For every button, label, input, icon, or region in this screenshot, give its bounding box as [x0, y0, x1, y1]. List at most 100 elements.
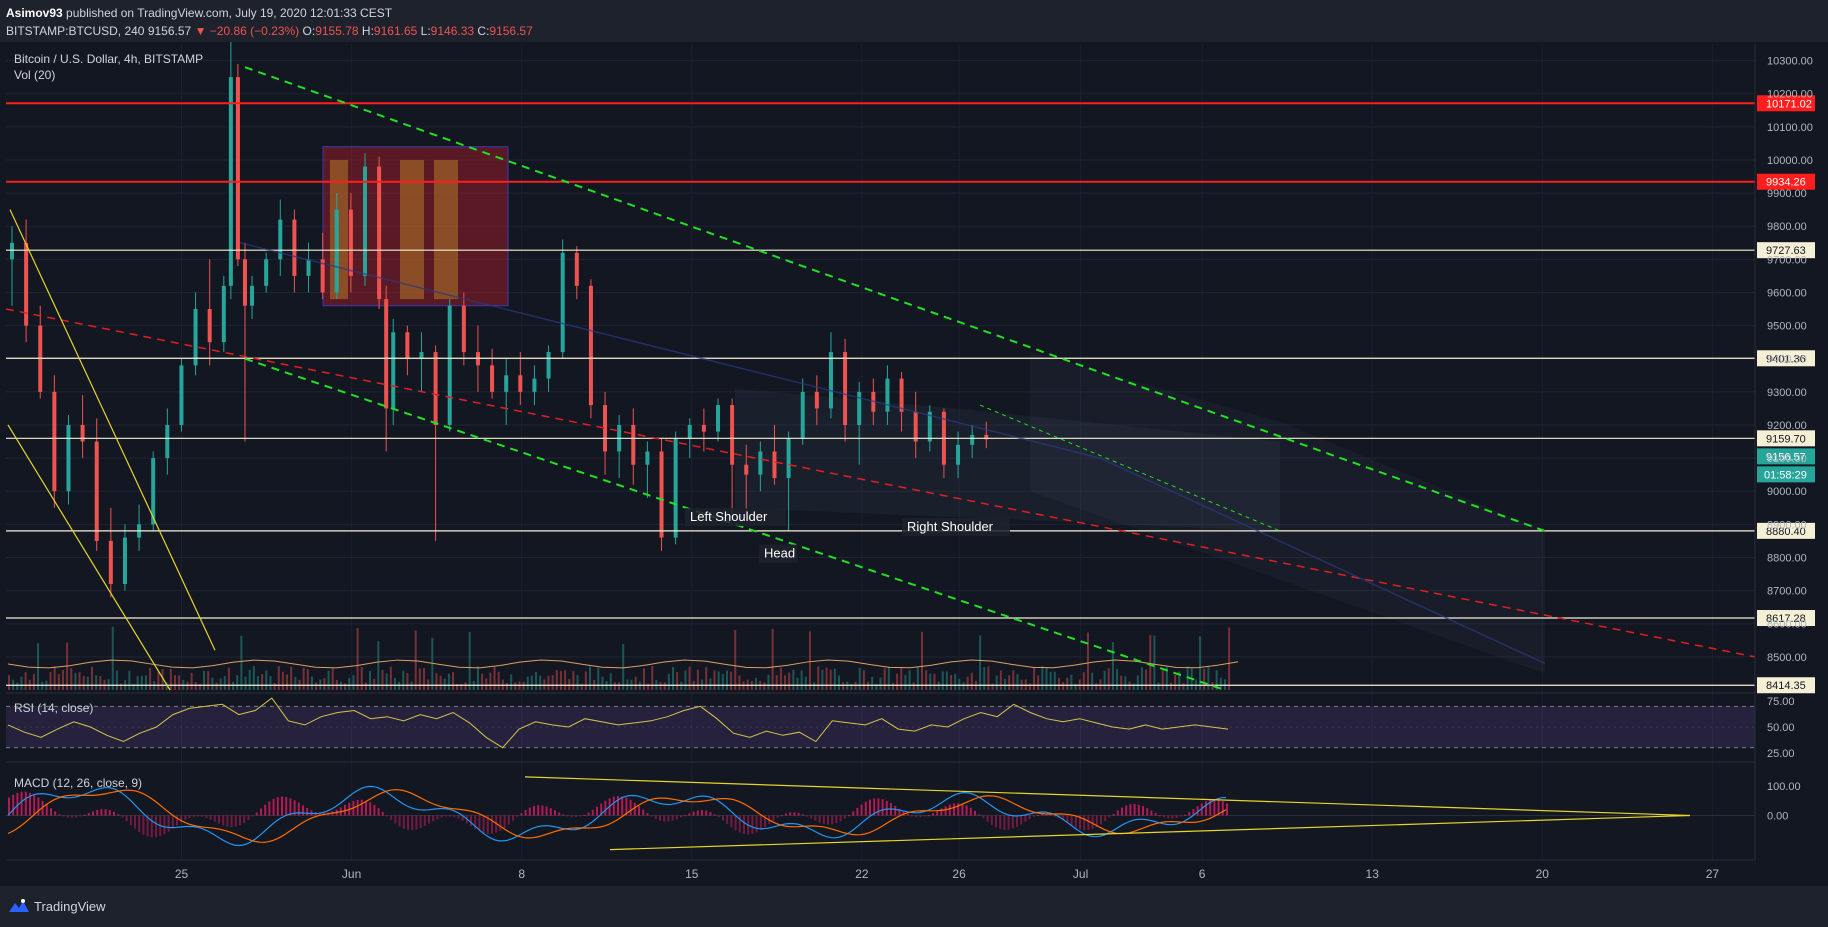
- macd-histogram-bar: [1133, 804, 1136, 816]
- time-axis-label: 15: [685, 867, 699, 881]
- volume-bar: [240, 635, 243, 690]
- time-axis-label: Jul: [1073, 867, 1088, 881]
- candle-body: [334, 209, 339, 293]
- volume-bar: [174, 675, 176, 690]
- macd-histogram-bar: [675, 815, 678, 820]
- candle-body: [857, 391, 862, 425]
- macd-histogram-bar: [428, 815, 430, 824]
- macd-histogram-bar: [730, 815, 733, 828]
- macd-histogram-bar: [717, 815, 720, 818]
- chart-svg[interactable]: 10171.029934.269727.639401.369159.708880…: [0, 27, 1828, 886]
- candle-body: [108, 540, 113, 584]
- volume-bar: [659, 681, 662, 690]
- macd-histogram-bar: [201, 815, 204, 817]
- volume-bar: [921, 631, 923, 690]
- volume-bar: [908, 670, 911, 690]
- volume-bar: [925, 670, 928, 690]
- tradingview-logo-icon[interactable]: [8, 898, 30, 914]
- candle-body: [320, 259, 325, 293]
- macd-histogram-bar: [386, 815, 388, 817]
- macd-histogram-bar: [974, 810, 976, 816]
- macd-histogram-bar: [738, 815, 741, 833]
- time-axis-label: 13: [1366, 867, 1380, 881]
- macd-histogram-bar: [285, 796, 288, 816]
- macd-histogram-bar: [638, 805, 640, 816]
- candle-body: [659, 451, 664, 538]
- macd-histogram-bar: [1041, 813, 1044, 816]
- macd-histogram-bar: [360, 799, 363, 816]
- macd-histogram-bar: [596, 806, 598, 816]
- macd-histogram-bar: [402, 815, 405, 829]
- macd-pane[interactable]: [6, 761, 1755, 851]
- volume-bar: [647, 683, 650, 690]
- volume-bar: [966, 676, 969, 690]
- volume-bar: [584, 671, 587, 690]
- macd-histogram-bar: [759, 815, 762, 831]
- macd-histogram-bar: [1150, 810, 1153, 816]
- close-value: 9156.57: [489, 24, 533, 38]
- candle-body: [588, 285, 593, 406]
- axes[interactable]: 10300.0010200.0010100.0010000.009900.009…: [6, 44, 1828, 881]
- macd-histogram-bar: [839, 815, 842, 822]
- rsi-axis-label: 25.00: [1767, 748, 1795, 760]
- horizontal-levels[interactable]: 10171.02 9934.26 9727.63 9401.36 9159.70 8880…: [6, 95, 1815, 694]
- macd-histogram-bar: [822, 815, 825, 824]
- macd-histogram-bar: [41, 800, 44, 816]
- chart-area[interactable]: 10171.02 9934.26 9727.63 9401.36 9159.70 8880…: [0, 27, 1828, 886]
- volume-bar: [398, 681, 401, 690]
- volume-label: Vol (20): [14, 68, 55, 82]
- price-axis-label: 9300.00: [1767, 387, 1807, 399]
- volume-bar: [20, 676, 23, 690]
- macd-histogram-bar: [297, 802, 300, 816]
- volume-ma-line: [7, 659, 1239, 669]
- macd-histogram-bar: [978, 814, 981, 816]
- macd-histogram-bar: [549, 808, 552, 816]
- volume-bar: [1016, 674, 1019, 690]
- macd-histogram-bar: [684, 815, 687, 817]
- rsi-pane[interactable]: [6, 692, 1755, 749]
- volume-bar: [1091, 672, 1094, 690]
- volume-bar: [53, 666, 56, 690]
- volume-bar: [294, 676, 297, 690]
- author-name[interactable]: Asimov93: [6, 6, 63, 20]
- level-tag-text: 9159.70: [1766, 433, 1806, 445]
- macd-histogram-bar: [176, 815, 178, 826]
- high-value: 9161.65: [373, 24, 418, 38]
- pane-labels: Bitcoin / U.S. Dollar, 4h, BITSTAMP Vol …: [14, 52, 203, 790]
- macd-histogram-bar: [482, 815, 485, 833]
- volume-bar: [236, 675, 239, 690]
- level-tag: [1757, 242, 1815, 259]
- macd-histogram-bar: [877, 798, 880, 816]
- volume-bar: [564, 670, 567, 690]
- volume-bar: [1049, 671, 1052, 690]
- macd-histogram-bar: [1217, 799, 1220, 816]
- volume-bar: [78, 672, 81, 690]
- level-tag: [1757, 522, 1815, 539]
- price-axis-label: 8600.00: [1767, 619, 1807, 631]
- macd-histogram-bar: [1209, 799, 1212, 816]
- macd-histogram-bar: [537, 805, 540, 816]
- trendlines[interactable]: [5, 66, 1756, 691]
- macd-histogram-bar: [953, 803, 955, 816]
- price-axis-label: 8700.00: [1767, 586, 1807, 598]
- macd-histogram-bar: [1158, 815, 1161, 817]
- macd-histogram-bar: [461, 815, 464, 821]
- volume-bar: [1062, 682, 1065, 690]
- macd-histogram-bar: [1020, 815, 1023, 825]
- annotation-label: Head: [764, 545, 795, 560]
- candle-body: [151, 458, 156, 525]
- close-key: C:: [477, 24, 490, 38]
- macd-histogram-bar: [163, 815, 166, 835]
- macd-histogram-bar: [541, 805, 544, 816]
- volume-bar: [227, 667, 230, 690]
- volume-bar: [842, 682, 845, 690]
- macd-histogram-bar: [911, 815, 913, 817]
- volume-bar: [559, 670, 562, 690]
- volume-bar: [128, 670, 131, 690]
- brand-name[interactable]: TradingView: [34, 899, 106, 914]
- macd-histogram-bar: [814, 815, 817, 821]
- symbol-line: BITSTAMP:BTCUSD, 240 9156.57 ▼ −20.86 (−…: [6, 24, 533, 38]
- last-price: 9156.57: [147, 24, 192, 38]
- volume-bar: [788, 672, 791, 690]
- macd-histogram-bar: [646, 813, 649, 816]
